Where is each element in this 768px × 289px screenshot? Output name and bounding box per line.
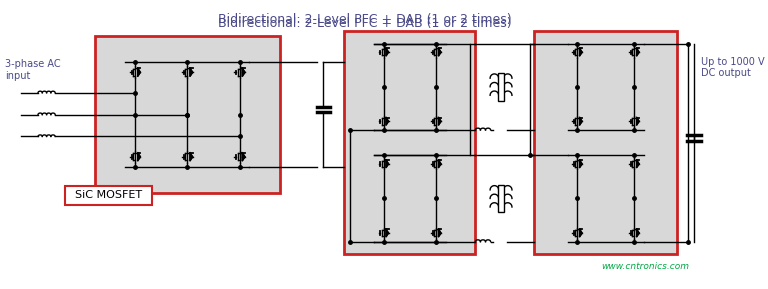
Polygon shape xyxy=(137,153,141,161)
Polygon shape xyxy=(580,229,582,237)
Polygon shape xyxy=(580,118,582,125)
Polygon shape xyxy=(637,48,639,56)
Text: SiC MOSFET: SiC MOSFET xyxy=(74,190,142,200)
Text: www.cntronics.com: www.cntronics.com xyxy=(601,262,690,271)
Polygon shape xyxy=(439,160,441,168)
Polygon shape xyxy=(580,48,582,56)
Polygon shape xyxy=(190,68,193,76)
Polygon shape xyxy=(386,160,389,168)
Polygon shape xyxy=(386,229,389,237)
Polygon shape xyxy=(580,160,582,168)
Bar xyxy=(498,73,505,101)
Polygon shape xyxy=(439,118,441,125)
Polygon shape xyxy=(439,229,441,237)
Polygon shape xyxy=(386,118,389,125)
FancyBboxPatch shape xyxy=(95,36,280,192)
Polygon shape xyxy=(386,48,389,56)
Text: Bidirectional: 2-Level PFC + DAB (1 or 2 times): Bidirectional: 2-Level PFC + DAB (1 or 2… xyxy=(218,17,512,30)
Text: Bidirectional: 2-Level PFC + DAB (1 or 2 times): Bidirectional: 2-Level PFC + DAB (1 or 2… xyxy=(218,13,512,26)
FancyBboxPatch shape xyxy=(535,31,677,254)
Bar xyxy=(65,186,152,205)
FancyBboxPatch shape xyxy=(344,31,475,254)
Polygon shape xyxy=(637,229,639,237)
Text: Up to 1000 V
DC output: Up to 1000 V DC output xyxy=(700,57,764,78)
Polygon shape xyxy=(190,153,193,161)
Polygon shape xyxy=(439,48,441,56)
Polygon shape xyxy=(242,68,245,76)
Polygon shape xyxy=(637,118,639,125)
Polygon shape xyxy=(637,160,639,168)
Polygon shape xyxy=(137,68,141,76)
Text: 3-phase AC
input: 3-phase AC input xyxy=(5,60,61,81)
Bar xyxy=(498,185,505,212)
Polygon shape xyxy=(242,153,245,161)
